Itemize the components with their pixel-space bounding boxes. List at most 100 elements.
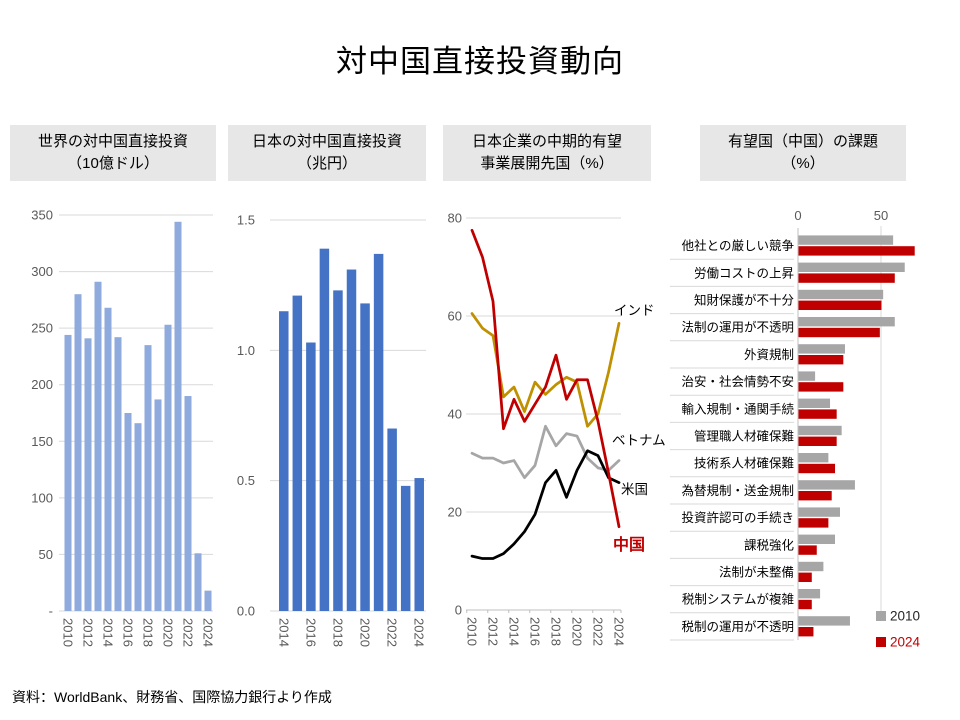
- bar: [64, 334, 72, 611]
- x-tick-label: 2016: [528, 617, 543, 646]
- x-tick-label: 50: [874, 208, 888, 223]
- bar-2010: [798, 534, 836, 544]
- bar: [292, 295, 303, 611]
- bar: [319, 248, 330, 611]
- bar: [154, 399, 162, 611]
- x-tick-label: 2018: [549, 617, 564, 646]
- y-tick-label: 0.0: [237, 604, 255, 619]
- world-fdi-bar-chart: - 50 100 150 200 250 300 350 2010 2012 2014 2016 201…: [31, 208, 216, 647]
- bar: [144, 345, 152, 611]
- category-label: 知財保護が不十分: [694, 293, 794, 308]
- header-line-1: 世界の対中国直接投資: [37, 133, 188, 151]
- japan-fdi-bar-chart: 0.0 0.5 1.0 1.5 2014 2016 2018 2020 2022 2024: [237, 213, 427, 647]
- china-issues-hbar-chart: 0 50 他社との厳しい競争労働コストの上昇知財保護が不十分法制の運用が不透明外資規…: [670, 208, 921, 650]
- x-tick-label: 2022: [181, 618, 196, 647]
- bar: [346, 269, 357, 611]
- header-line-1: 日本企業の中期的有望: [471, 133, 622, 151]
- legend-swatch: [876, 611, 886, 621]
- bar: [387, 428, 397, 611]
- legend-label: 2024: [890, 635, 921, 650]
- bar: [333, 290, 343, 611]
- y-tick-label: 1.5: [237, 213, 255, 228]
- bar: [124, 413, 132, 611]
- bar-2024: [798, 300, 882, 310]
- category-label: 投資許認可の手続き: [681, 510, 794, 525]
- category-label: 技術系人材確保難: [694, 456, 794, 471]
- y-tick-label: 150: [31, 434, 53, 449]
- bar-2024: [798, 382, 844, 392]
- y-tick-label: 350: [31, 208, 53, 223]
- bar-2024: [798, 436, 837, 446]
- bar: [360, 303, 370, 611]
- bar: [184, 396, 192, 611]
- x-tick-label: 2018: [141, 618, 156, 647]
- category-label: 税制システムが複雑: [682, 592, 794, 607]
- panel-header-world-fdi: 世界の対中国直接投資 （10億ドル）: [10, 125, 216, 181]
- category-label: 税制の運用が不透明: [681, 619, 794, 634]
- bar: [414, 478, 424, 611]
- bar-2010: [798, 616, 850, 626]
- y-tick-label: 0: [455, 603, 462, 618]
- y-tick-label: 20: [448, 505, 462, 520]
- bar-2010: [798, 289, 884, 300]
- x-tick-label: 2010: [61, 618, 76, 647]
- bar-2010: [798, 317, 895, 327]
- bar: [194, 553, 202, 611]
- x-tick-label: 2014: [276, 618, 291, 647]
- category-label: 法制が未整備: [719, 565, 794, 580]
- bar: [134, 423, 142, 611]
- y-tick-label: 1.0: [237, 343, 255, 358]
- panel-header-japan-fdi: 日本の対中国直接投資 （兆円）: [228, 125, 426, 181]
- series-label: インド: [614, 303, 655, 318]
- category-label: 為替規制・送金規制: [681, 483, 794, 498]
- header-line-2: （兆円）: [296, 155, 357, 172]
- category-label: 他社との厳しい競争: [682, 238, 794, 253]
- bar-2024: [798, 572, 812, 582]
- bar: [204, 590, 212, 611]
- bar-2010: [798, 453, 829, 463]
- bar-2024: [798, 273, 895, 283]
- y-tick-label: 0.5: [237, 473, 255, 488]
- category-label: 法制の運用が不透明: [681, 320, 794, 335]
- bar: [373, 253, 384, 611]
- bar-2024: [798, 327, 880, 338]
- series-label: 米国: [621, 482, 648, 497]
- bar-2024: [798, 355, 844, 365]
- line-series: [470, 228, 621, 529]
- x-tick-label: 2014: [507, 617, 522, 646]
- x-tick-label: 2020: [161, 618, 176, 647]
- category-label: 管理職人材確保難: [694, 429, 794, 444]
- bar-2010: [798, 344, 845, 354]
- bar-2024: [798, 246, 915, 256]
- line-series: [470, 449, 621, 560]
- x-tick-label: 2018: [330, 618, 345, 647]
- panel-header-promising-countries: 日本企業の中期的有望 事業展開先国（%）: [443, 125, 651, 181]
- header-line-2: （%）: [781, 155, 825, 172]
- bar-2024: [798, 463, 836, 474]
- y-tick-label: 300: [31, 264, 53, 279]
- bar: [94, 281, 102, 611]
- x-tick-label: 2016: [121, 618, 136, 647]
- line-series: [470, 424, 621, 480]
- y-tick-label: 60: [448, 309, 462, 324]
- series-label: ベトナム: [612, 433, 666, 448]
- bar-2024: [798, 627, 814, 637]
- bar: [174, 221, 182, 611]
- header-line-1: 有望国（中国）の課題: [727, 133, 878, 151]
- x-tick-label: 2012: [81, 618, 96, 647]
- bar: [400, 485, 411, 611]
- x-tick-label: 2022: [385, 618, 400, 647]
- x-tick-label: 2024: [201, 618, 216, 647]
- y-tick-label: 100: [31, 490, 53, 505]
- bar-2024: [798, 518, 829, 528]
- bar: [306, 342, 316, 611]
- bar: [164, 324, 172, 611]
- header-line-2: （10億ドル）: [67, 155, 159, 172]
- x-tick-label: 2024: [412, 618, 427, 647]
- bar-2010: [798, 235, 894, 245]
- x-tick-label: 2014: [101, 618, 116, 647]
- bar: [279, 311, 289, 611]
- y-tick-label: 50: [39, 547, 53, 562]
- x-tick-label: 2010: [465, 617, 480, 646]
